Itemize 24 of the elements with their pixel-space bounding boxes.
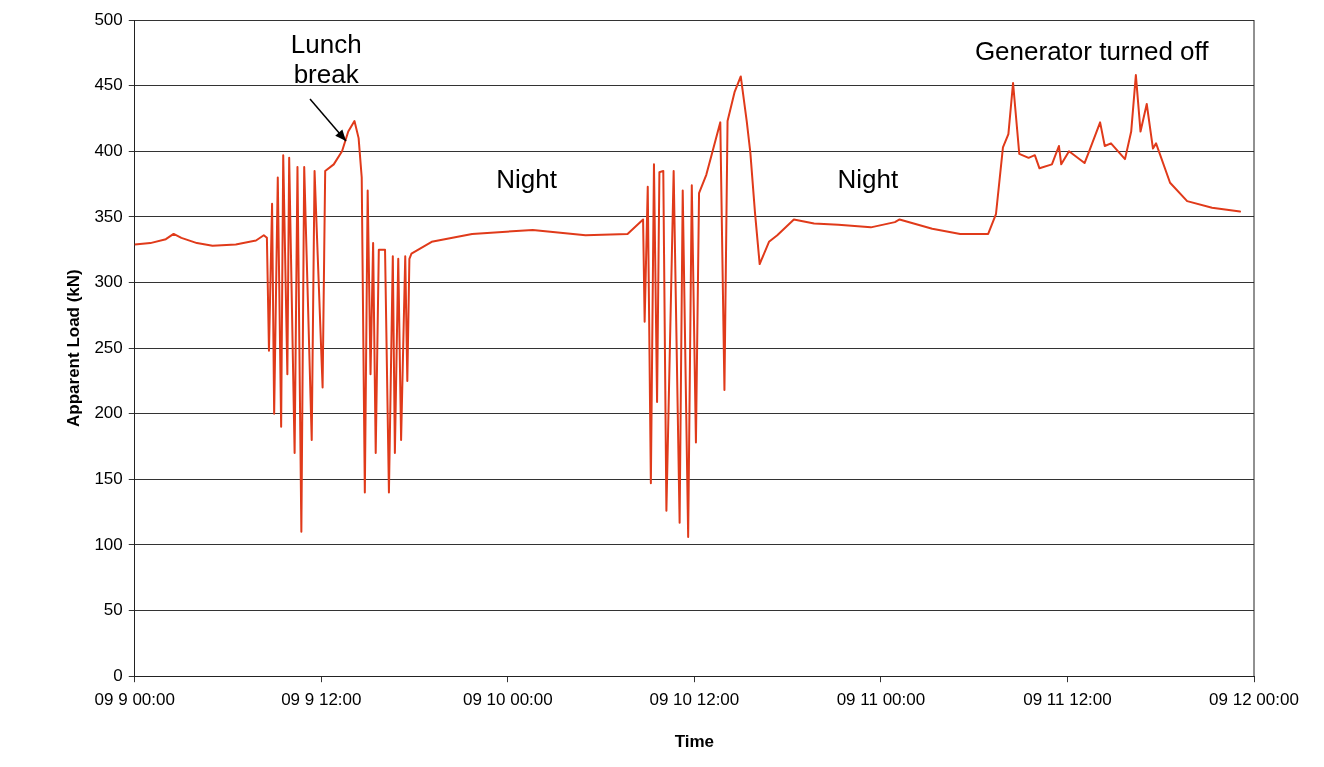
annotation: Night	[496, 163, 558, 194]
y-tick-label: 500	[94, 9, 123, 29]
x-tick-label: 09 10 00:00	[462, 690, 553, 710]
y-tick-label: 0	[113, 665, 123, 685]
annotation: Lunch break	[290, 28, 362, 89]
y-tick-label: 200	[94, 403, 123, 423]
y-tick-label: 350	[94, 206, 123, 226]
x-tick-label: 09 11 12:00	[1023, 690, 1112, 710]
y-tick-label: 150	[94, 469, 123, 489]
y-tick-label: 300	[94, 272, 123, 292]
y-axis-title: Apparent Load (kN)	[63, 269, 83, 427]
annotation: Generator turned off	[974, 35, 1210, 66]
x-axis-title: Time	[674, 732, 715, 752]
x-tick-label: 09 9 00:00	[94, 690, 175, 710]
y-tick-label: 250	[94, 337, 123, 357]
x-tick-label: 09 11 00:00	[836, 690, 926, 710]
x-tick-label: 09 10 12:00	[649, 690, 740, 710]
y-tick-label: 450	[94, 75, 123, 95]
y-tick-label: 50	[103, 600, 123, 620]
y-tick-label: 100	[94, 534, 123, 554]
x-tick-label: 09 9 12:00	[281, 690, 362, 710]
annotation: Night	[837, 163, 899, 194]
x-tick-label: 09 12 00:00	[1209, 690, 1299, 710]
y-tick-label: 400	[94, 140, 123, 160]
